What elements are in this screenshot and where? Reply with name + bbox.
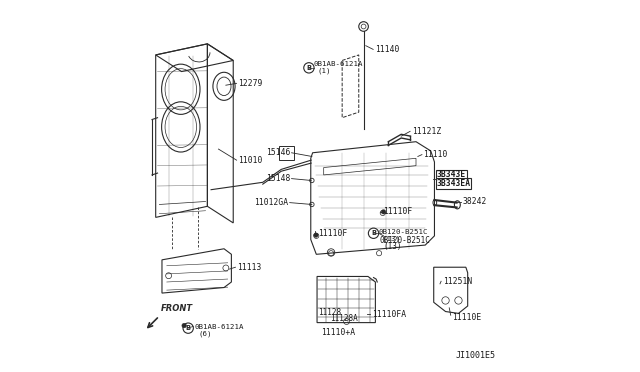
Text: 11010: 11010 <box>238 155 262 165</box>
Text: 11128: 11128 <box>318 308 341 317</box>
Text: 11110F: 11110F <box>383 207 413 217</box>
Circle shape <box>182 323 186 328</box>
Circle shape <box>314 233 318 237</box>
Text: 15148: 15148 <box>266 174 291 183</box>
Text: 11113: 11113 <box>237 263 261 272</box>
Text: 11110+A: 11110+A <box>321 328 355 337</box>
Text: 0B120-B251C: 0B120-B251C <box>378 229 428 235</box>
Text: 11251N: 11251N <box>443 277 472 286</box>
Text: 11110F: 11110F <box>318 230 348 238</box>
Text: 11012GA: 11012GA <box>255 198 289 207</box>
Text: (1): (1) <box>317 68 330 74</box>
Text: 11110E: 11110E <box>452 313 481 322</box>
Text: 38242: 38242 <box>463 197 487 206</box>
Text: JI1001E5: JI1001E5 <box>456 351 495 360</box>
Text: 0B1AB-6121A: 0B1AB-6121A <box>314 61 363 67</box>
Text: B: B <box>307 65 312 71</box>
Text: 11121Z: 11121Z <box>412 127 441 136</box>
Text: FRONT: FRONT <box>161 304 193 313</box>
Circle shape <box>381 210 386 214</box>
Text: 3B343EA: 3B343EA <box>436 179 471 188</box>
Text: (13): (13) <box>383 242 402 251</box>
Text: 11110: 11110 <box>424 150 448 159</box>
Text: 0B1AB-6121A: 0B1AB-6121A <box>195 324 244 330</box>
Text: 11110FA: 11110FA <box>372 310 406 319</box>
Bar <box>280 146 294 160</box>
Text: (13): (13) <box>382 235 400 242</box>
Text: B: B <box>371 230 376 236</box>
Text: (6): (6) <box>198 330 212 337</box>
Text: 15146: 15146 <box>266 148 291 157</box>
Text: 11140: 11140 <box>374 45 399 54</box>
Text: 0B120-B251C: 0B120-B251C <box>379 236 430 245</box>
Text: 11128A: 11128A <box>330 314 358 323</box>
Text: B: B <box>186 325 191 331</box>
Text: 3B343E: 3B343E <box>436 170 466 179</box>
Text: 12279: 12279 <box>238 79 262 88</box>
